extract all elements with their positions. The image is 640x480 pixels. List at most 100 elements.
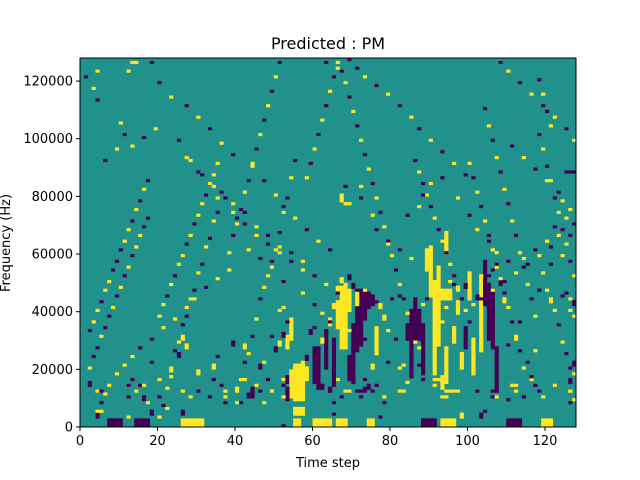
heatmap-cell — [196, 369, 201, 373]
heatmap-cell — [359, 326, 364, 330]
heatmap-cell — [304, 354, 309, 359]
heatmap-cell — [479, 300, 484, 304]
heatmap-cell — [390, 254, 395, 258]
heatmap-cell — [436, 343, 441, 347]
heatmap-cell — [432, 317, 437, 321]
heatmap-cell — [572, 300, 577, 304]
heatmap-cell — [506, 398, 511, 402]
heatmap-cell — [568, 401, 573, 405]
heatmap-cell — [409, 369, 414, 373]
heatmap-cell — [297, 424, 302, 428]
heatmap-cell — [432, 352, 437, 356]
heatmap-cell — [548, 124, 554, 128]
heatmap-cell — [297, 395, 302, 399]
heatmap-cell — [304, 366, 309, 370]
heatmap-cell — [552, 196, 557, 200]
heatmap-cell — [506, 421, 511, 425]
heatmap-cell — [556, 233, 561, 238]
heatmap-cell — [316, 132, 321, 137]
heatmap-cell — [479, 346, 484, 350]
heatmap-cell — [413, 300, 418, 304]
heatmap-cell — [467, 282, 472, 287]
heatmap-cell — [424, 256, 430, 261]
heatmap-cell — [452, 282, 457, 287]
heatmap-cell — [343, 421, 348, 425]
heatmap-cell — [432, 354, 437, 359]
heatmap-cell — [192, 222, 197, 226]
heatmap-cell — [335, 424, 340, 428]
heatmap-cell — [227, 268, 232, 272]
heatmap-cell — [184, 314, 189, 318]
heatmap-cell — [289, 375, 294, 379]
heatmap-cell — [324, 104, 329, 108]
heatmap-cell — [366, 291, 371, 295]
heatmap-cell — [541, 424, 546, 428]
heatmap-cell — [421, 303, 426, 307]
heatmap-cell — [537, 254, 542, 258]
heatmap-cell — [428, 282, 433, 287]
heatmap-cell — [405, 323, 410, 327]
heatmap-cell — [362, 288, 368, 292]
heatmap-cell — [490, 317, 495, 321]
heatmap-cell — [359, 328, 364, 333]
heatmap-cell — [351, 346, 356, 350]
heatmap-cell — [176, 138, 182, 142]
heatmap-cell — [312, 352, 317, 356]
heatmap-cell — [343, 291, 348, 295]
heatmap-cell — [204, 193, 209, 197]
heatmap-cell — [328, 424, 333, 428]
heatmap-cell — [545, 421, 550, 425]
heatmap-cell — [517, 418, 523, 422]
heatmap-cell — [331, 352, 337, 356]
heatmap-cell — [188, 395, 193, 399]
heatmap-cell — [165, 406, 170, 410]
heatmap-cell — [467, 285, 472, 289]
heatmap-cell — [486, 239, 492, 243]
heatmap-cell — [200, 424, 205, 428]
heatmap-cell — [308, 161, 313, 165]
heatmap-cell — [397, 104, 402, 108]
heatmap-cell — [440, 150, 445, 154]
heatmap-cell — [479, 277, 484, 281]
heatmap-cell — [300, 406, 306, 410]
heatmap-cell — [405, 331, 410, 336]
heatmap-cell — [374, 196, 379, 200]
heatmap-cell — [471, 303, 476, 307]
heatmap-cell — [409, 331, 414, 336]
heatmap-cell — [463, 337, 468, 341]
heatmap-cell — [145, 421, 151, 425]
heatmap-cell — [428, 424, 433, 428]
heatmap-cell — [440, 377, 445, 382]
heatmap-cell — [297, 369, 302, 373]
heatmap-cell — [180, 337, 185, 341]
heatmap-cell — [235, 386, 240, 390]
heatmap-cell — [421, 337, 426, 341]
heatmap-cell — [564, 170, 569, 174]
heatmap-cell — [490, 334, 495, 338]
heatmap-cell — [289, 377, 294, 382]
heatmap-cell — [258, 389, 263, 393]
heatmap-cell — [428, 254, 433, 258]
heatmap-cell — [432, 331, 437, 336]
heatmap-cell — [560, 254, 565, 258]
heatmap-cell — [126, 383, 131, 387]
heatmap-cell — [351, 366, 356, 370]
heatmap-cell — [215, 196, 220, 200]
heatmap-cell — [486, 320, 492, 324]
heatmap-cell — [343, 340, 348, 344]
heatmap-cell — [269, 389, 275, 393]
heatmap-cell — [432, 314, 437, 318]
heatmap-cell — [490, 311, 495, 315]
heatmap-cell — [95, 389, 100, 393]
heatmap-cell — [432, 294, 437, 298]
heatmap-cell — [413, 334, 418, 338]
heatmap-cell — [359, 311, 364, 315]
heatmap-cell — [452, 424, 457, 428]
heatmap-cell — [440, 375, 445, 379]
heatmap-cell — [409, 323, 414, 327]
heatmap-cell — [180, 389, 185, 393]
heatmap-cell — [560, 199, 565, 203]
heatmap-cell — [281, 334, 286, 338]
heatmap-cell — [417, 311, 422, 315]
heatmap-cell — [355, 331, 360, 336]
